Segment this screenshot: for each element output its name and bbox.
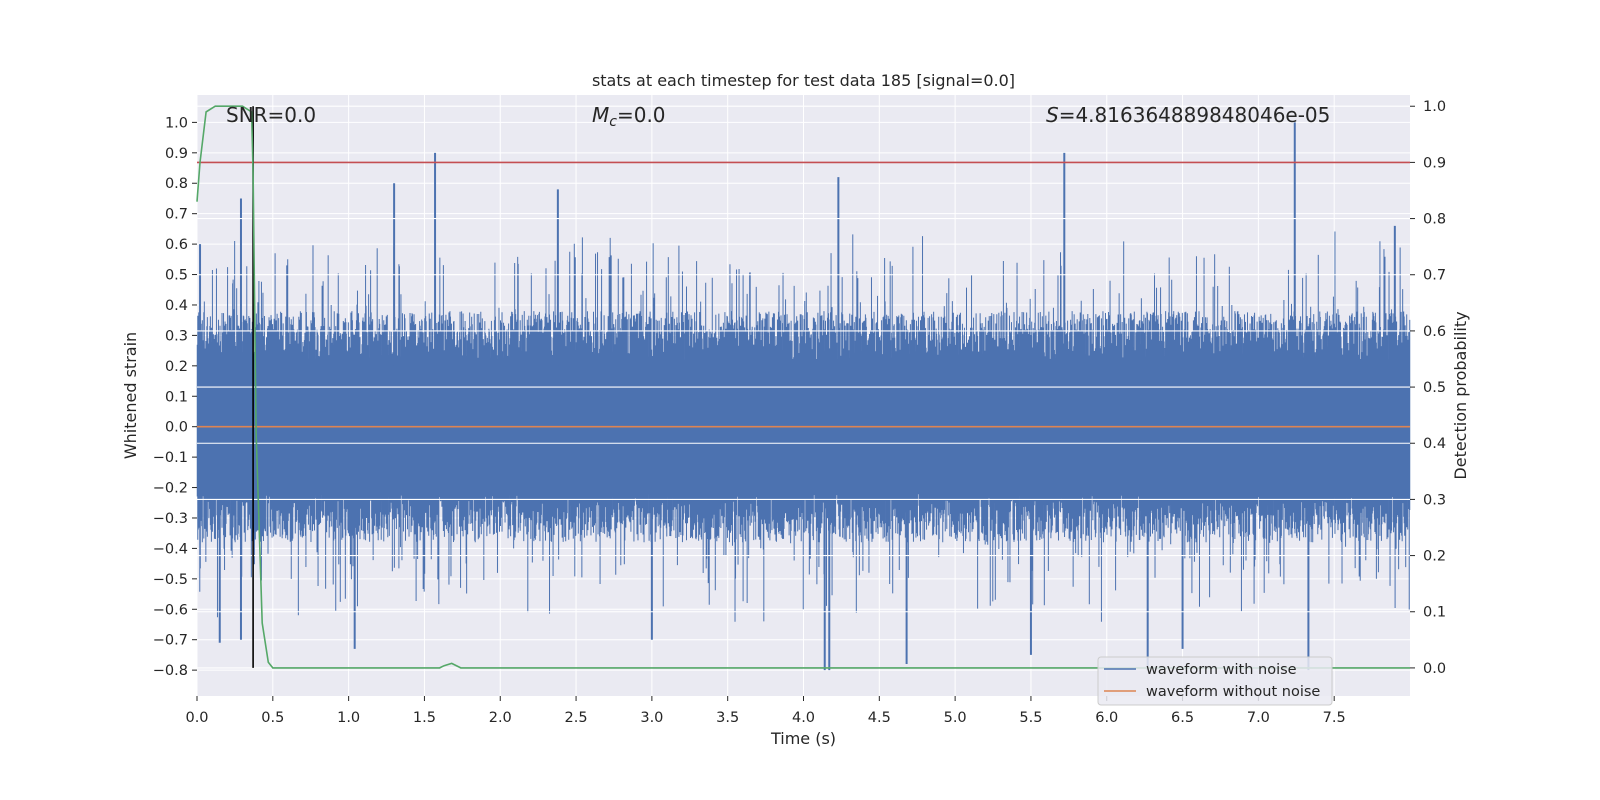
y-tick-label-right: 0.8 [1423, 212, 1446, 228]
mc-value: =0.0 [617, 103, 666, 127]
x-tick-label: 0.0 [185, 710, 208, 726]
legend-label-noise: waveform with noise [1146, 662, 1297, 678]
chart-title: stats at each timestep for test data 185… [592, 71, 1015, 90]
x-tick-label: 3.5 [716, 710, 739, 726]
y-axis-label-right: Detection probability [1451, 311, 1470, 479]
y-tick-label-right: 0.9 [1423, 155, 1446, 171]
y-tick-label-right: 1.0 [1423, 99, 1446, 115]
x-tick-label: 6.0 [1095, 710, 1118, 726]
y-tick-label-left: 0.7 [165, 207, 188, 223]
y-tick-label-right: 0.4 [1423, 436, 1446, 452]
overlays [196, 105, 1410, 669]
y-tick-label-left: 0.5 [165, 268, 188, 284]
x-tick-label: 5.5 [1019, 710, 1042, 726]
x-tick-label: 7.5 [1323, 710, 1346, 726]
x-tick-label: 4.0 [792, 710, 815, 726]
y-tick-label-right: 0.1 [1423, 605, 1446, 621]
y-tick-label-left: −0.3 [153, 511, 188, 527]
y-tick-label-left: −0.6 [153, 602, 188, 618]
y-tick-label-right: 0.6 [1423, 324, 1446, 340]
y-tick-label-left: −0.8 [153, 663, 188, 679]
s-symbol: S [1046, 103, 1059, 127]
y-tick-label-left: 0.0 [165, 420, 188, 436]
x-tick-label: 2.5 [565, 710, 588, 726]
y-tick-label-left: 0.1 [165, 389, 188, 405]
y-tick-label-left: 0.4 [165, 298, 188, 314]
chirp-mass-annotation: Mc=0.0 [592, 103, 666, 130]
snr-annotation: SNR=0.0 [226, 103, 316, 127]
y-tick-label-left: 1.0 [165, 115, 188, 131]
y-tick-label-left: −0.1 [153, 450, 188, 466]
y-tick-label-right: 0.2 [1423, 549, 1446, 565]
legend-box [1097, 656, 1333, 706]
probability-line [196, 105, 1410, 669]
x-tick-label: 7.0 [1247, 710, 1270, 726]
axes: 0.0 0.5 1.0 1.5 2.0 2.5 3.0 3.5 4.0 4.5 5.0 5.5 6.0 6… [153, 99, 1446, 726]
x-tick-label: 5.0 [944, 710, 967, 726]
mc-subscript: c [609, 114, 617, 130]
y-tick-label-left: 0.9 [165, 146, 188, 162]
s-value: =4.816364889848046e-05 [1059, 103, 1331, 127]
x-tick-label: 3.0 [640, 710, 663, 726]
y-tick-label-left: 0.2 [165, 359, 188, 375]
legend-label-clean: waveform without noise [1146, 684, 1320, 700]
y-tick-label-left: −0.5 [153, 572, 188, 588]
legend: waveform with noise waveform without noi… [1097, 656, 1333, 706]
noise-trace [196, 231, 1411, 622]
y-tick-label-right: 0.7 [1423, 268, 1446, 284]
x-tick-label: 4.5 [868, 710, 891, 726]
x-axis-label: Time (s) [770, 729, 836, 748]
x-tick-label: 1.0 [337, 710, 360, 726]
x-tick-label: 6.5 [1171, 710, 1194, 726]
x-tick-label: 2.0 [489, 710, 512, 726]
x-tick-label: 1.5 [413, 710, 436, 726]
x-tick-label: 0.5 [261, 710, 284, 726]
y-axis-label-left: Whitened strain [121, 332, 140, 459]
mc-symbol: M [592, 103, 609, 127]
y-tick-label-left: −0.4 [153, 541, 188, 557]
y-tick-label-right: 0.3 [1423, 492, 1446, 508]
y-tick-label-left: −0.7 [153, 633, 188, 649]
score-annotation: S=4.816364889848046e-05 [1046, 103, 1330, 127]
y-tick-label-left: −0.2 [153, 481, 188, 497]
y-tick-label-left: 0.6 [165, 237, 188, 253]
y-tick-label-left: 0.3 [165, 328, 188, 344]
y-tick-label-right: 0.0 [1423, 661, 1446, 677]
y-tick-label-right: 0.5 [1423, 380, 1446, 396]
y-tick-label-left: 0.8 [165, 176, 188, 192]
